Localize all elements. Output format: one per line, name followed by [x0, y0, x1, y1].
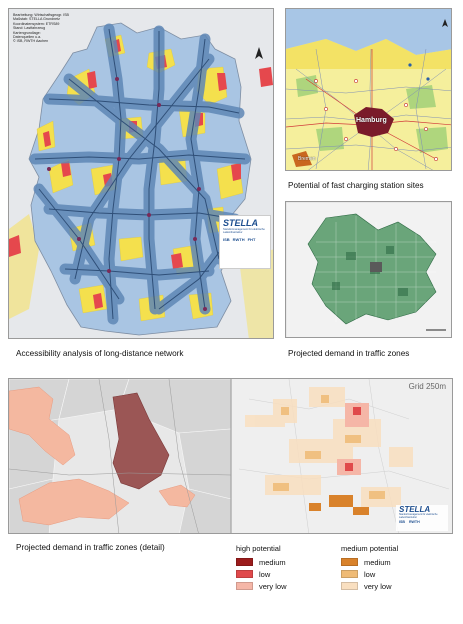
- meta-line: Kartengrundlage:: [13, 30, 41, 35]
- legend-swatch: [236, 570, 253, 578]
- meta-line: Datenquellen u.a.: [13, 35, 42, 40]
- legend-medium-title: medium potential: [341, 544, 399, 553]
- partner-logo-fht: FHT: [247, 237, 256, 242]
- legend-label: low: [259, 569, 271, 579]
- germany-map: [9, 9, 273, 338]
- site-markers: [314, 79, 438, 161]
- grid-label: Grid 250m: [408, 382, 446, 391]
- north-arrow-icon: [442, 19, 448, 27]
- legend-swatch: [236, 558, 253, 566]
- legend-medium-very-low: very low: [341, 581, 392, 591]
- hamburg-map-panel: Hamburg Bremen: [285, 8, 452, 171]
- meta-line: Bearbeitung: Wirtschaftsgeogr. ISB: [13, 13, 69, 17]
- meta-line: © ISB, RWTH Aachen: [13, 39, 49, 44]
- zone-boundaries: [312, 216, 436, 322]
- legend-swatch: [341, 558, 358, 566]
- partner-logo-rwth: RWTH: [232, 237, 245, 242]
- stella-logo-detail: STELLA Standortmanagement für elektrisch…: [396, 505, 448, 531]
- city-markers: [47, 77, 207, 311]
- detail-zones-half: [9, 379, 232, 533]
- bremen-urban-area: [292, 151, 312, 167]
- legend-label: low: [364, 569, 376, 579]
- zones-map-panel: [285, 201, 452, 338]
- meta-line: Stand: Lastfahrzeug: [13, 26, 46, 31]
- meta-line: Koordinatensystem: ETRS89: [13, 21, 60, 26]
- detail-map: [9, 379, 452, 533]
- legend-label: very low: [259, 581, 287, 591]
- legend-label: very low: [364, 581, 392, 591]
- legend-high-very-low: very low: [236, 581, 287, 591]
- stella-logo-sub: Standortmanagement für elektrische Ladei…: [223, 228, 265, 234]
- detail-grid-half: [232, 379, 452, 533]
- legend-high-title: high potential: [236, 544, 281, 553]
- stella-logo: STELLA Standortmanagement für elektrisch…: [219, 215, 271, 269]
- legend-swatch: [236, 582, 253, 590]
- legend-high-medium: medium: [236, 557, 286, 567]
- legend-swatch: [341, 570, 358, 578]
- map-metadata: Bearbeitung: Wirtschaftsgeogr. ISB Maßst…: [13, 13, 93, 44]
- partner-logo-isb: ISB: [399, 519, 405, 524]
- hamburg-urban-area: [354, 107, 394, 137]
- detail-map-caption: Projected demand in traffic zones (detai…: [16, 543, 165, 552]
- legend-medium-low: low: [341, 569, 375, 579]
- zones-map-caption: Projected demand in traffic zones: [288, 349, 410, 358]
- city-core: [370, 262, 382, 272]
- north-arrow-icon: [255, 47, 263, 59]
- legend-label: medium: [259, 557, 286, 567]
- legend-label: medium: [364, 557, 391, 567]
- hamburg-map-caption: Potential of fast charging station sites: [288, 181, 424, 190]
- stella-logo-text: STELLA: [223, 218, 258, 228]
- partner-logo-isb: ISB: [223, 237, 230, 242]
- partner-logo-rwth: RWTH: [409, 519, 420, 524]
- legend-high-low: low: [236, 569, 270, 579]
- hamburg-label: Hamburg: [356, 117, 387, 124]
- green-areas: [296, 75, 448, 153]
- stella-logo-sub: Standortmanagement für elektrische Ladei…: [399, 513, 438, 519]
- germany-map-caption: Accessibility analysis of long-distance …: [16, 349, 184, 358]
- germany-map-panel: Bearbeitung: Wirtschaftsgeogr. ISB Maßst…: [8, 8, 274, 339]
- meta-line: Maßstab: STELLA Grundnetz: [13, 17, 60, 22]
- bremen-label: Bremen: [298, 156, 316, 162]
- legend-medium-medium: medium: [341, 557, 391, 567]
- blue-markers: [408, 63, 430, 81]
- zones-map: [286, 202, 451, 337]
- hamburg-map: [286, 9, 451, 170]
- stella-logo-text: STELLA: [399, 505, 431, 514]
- legend-swatch: [341, 582, 358, 590]
- detail-map-panel: Grid 250m STELLA Standortmanagement für …: [8, 378, 453, 534]
